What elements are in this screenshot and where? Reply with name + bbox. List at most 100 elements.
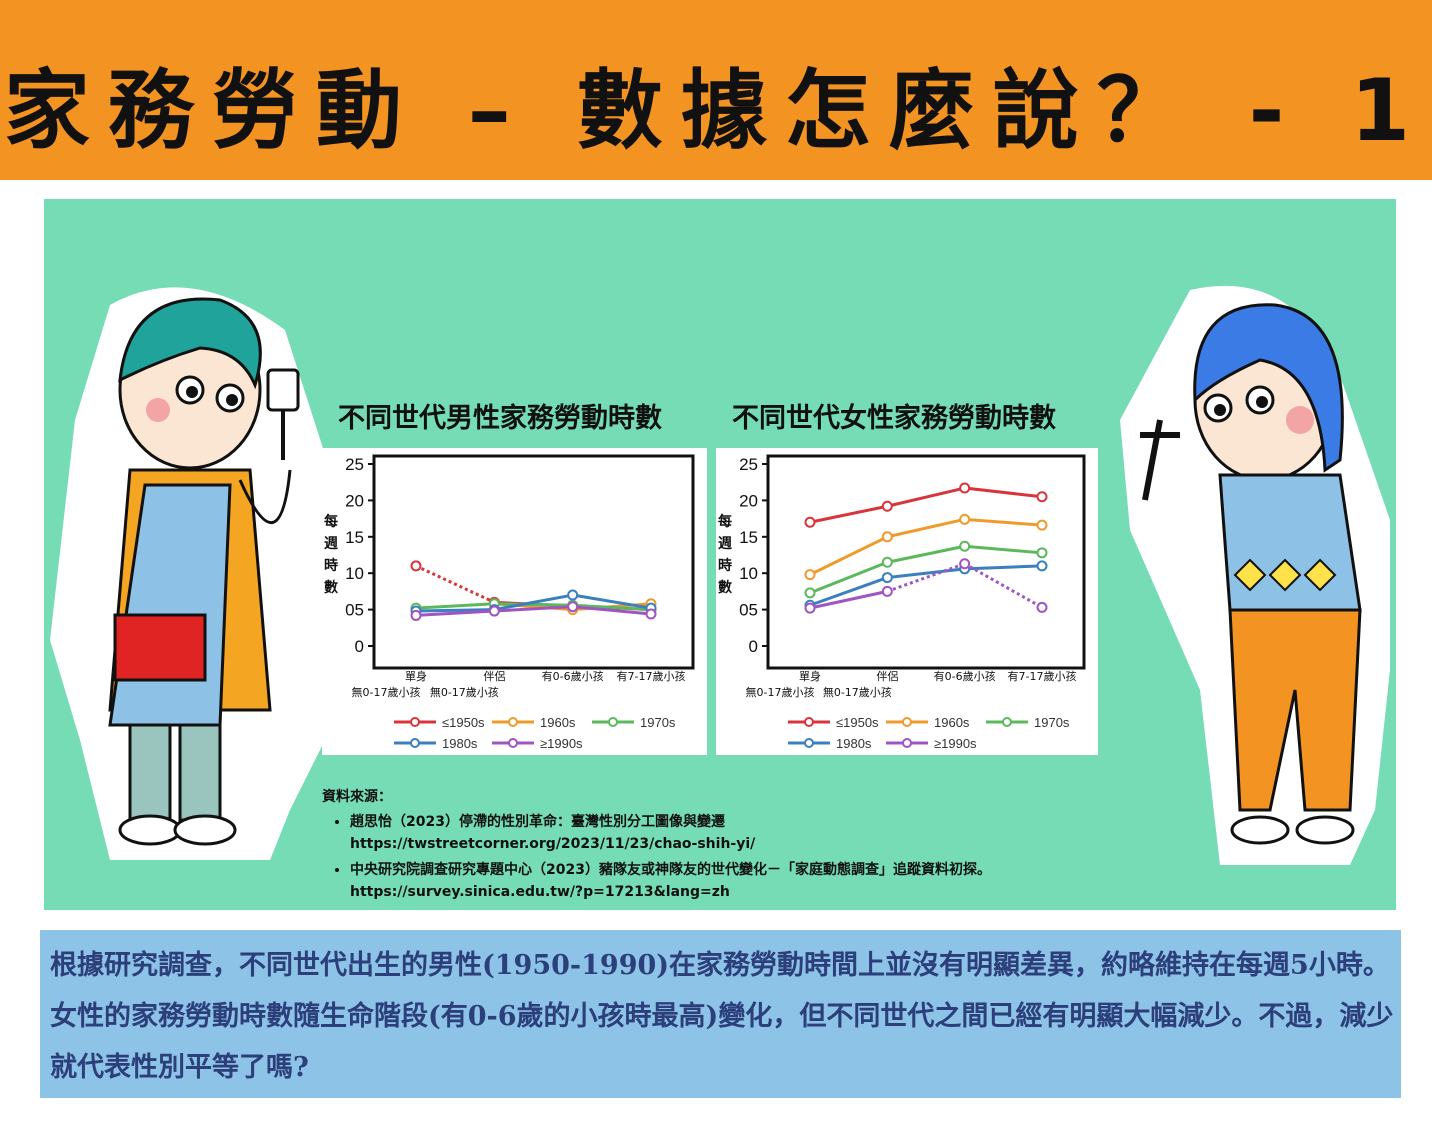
x-tick-label: 無0-17歲小孩 [746, 685, 815, 699]
legend-marker [410, 717, 420, 727]
legend-label: ≥1990s [934, 736, 977, 751]
series-line-segment [964, 486, 1043, 499]
series-line-segment [886, 562, 966, 593]
data-point [410, 609, 422, 621]
series-line-segment [809, 560, 888, 595]
legend-marker [902, 717, 912, 727]
series-line-segment [494, 602, 573, 607]
series-line-segment [415, 564, 495, 604]
x-tick-label: 有0-6歲小孩 [934, 669, 996, 683]
source-link[interactable]: https://survey.sinica.edu.tw/?p=17213&la… [350, 884, 730, 900]
data-point [1036, 547, 1048, 559]
series-line-segment [415, 609, 495, 617]
data-point [1036, 519, 1048, 531]
data-point [881, 572, 893, 584]
source-title: 趙思怡（2023）停滯的性別革命：臺灣性別分工圖像與變遷 [350, 814, 725, 830]
series-line-segment [415, 608, 495, 613]
series-line-segment [887, 517, 965, 539]
series-line-segment [572, 603, 652, 612]
y-axis-label: 時 [324, 557, 338, 574]
source-item: 中央研究院調查研究專題中心（2023）豬隊友或神隊友的世代變化－「家庭動態調查」… [350, 859, 1142, 903]
legend-marker [1002, 717, 1012, 727]
y-tick-label: 25 [739, 455, 758, 474]
y-axis-label: 數 [324, 579, 338, 596]
data-point [959, 558, 971, 570]
data-point [881, 500, 893, 512]
source-link[interactable]: https://twstreetcorner.org/2023/11/23/ch… [350, 836, 756, 852]
series-line-segment [494, 593, 573, 612]
data-point [959, 482, 971, 494]
series-line-segment [809, 589, 888, 610]
header-banner: 家務勞動 – 數據怎麼說？ - 1 [0, 0, 1432, 180]
data-point [645, 608, 657, 620]
data-point [804, 587, 816, 599]
data-point [804, 569, 816, 581]
data-point [1036, 491, 1048, 503]
series-line-segment [964, 517, 1043, 527]
data-point [567, 589, 579, 601]
data-point [1036, 601, 1048, 613]
series-line-segment [572, 605, 652, 616]
legend-marker [902, 738, 912, 748]
legend-marker [804, 738, 814, 748]
legend-label: 1970s [1034, 715, 1070, 730]
sources-section: 資料來源： 趙思怡（2023）停滯的性別革命：臺灣性別分工圖像與變遷 https… [322, 786, 1142, 907]
y-tick-label: 0 [355, 637, 364, 656]
series-line-segment [963, 562, 1043, 609]
x-tick-label: 單身 [799, 669, 821, 683]
series-line-segment [809, 504, 888, 524]
x-tick-label: 單身 [405, 669, 427, 683]
y-tick-label: 0 [749, 637, 758, 656]
x-tick-label: 無0-17歲小孩 [430, 685, 499, 699]
man-with-spatula-illustration [50, 287, 340, 860]
y-axis-label: 週 [718, 536, 732, 552]
series-line-segment [964, 564, 1043, 571]
x-tick-label: 有0-6歲小孩 [542, 669, 604, 683]
y-tick-label: 20 [345, 491, 364, 510]
series-line-segment [887, 567, 965, 580]
x-tick-label: 有7-17歲小孩 [617, 669, 686, 683]
male-chart-title: 不同世代男性家務勞動時數 [338, 403, 662, 434]
summary-box: 根據研究調查，不同世代出生的男性(1950-1990)在家務勞動時間上並沒有明顯… [40, 930, 1401, 1098]
data-point [881, 556, 893, 568]
legend-label: 1960s [934, 715, 970, 730]
x-tick-label: 有7-17歲小孩 [1008, 669, 1077, 683]
x-tick-label: 無0-17歲小孩 [352, 685, 421, 699]
legend-label: 1970s [640, 715, 676, 730]
y-axis-label: 時 [718, 557, 732, 574]
plot-frame [766, 454, 1086, 670]
female-chart: 25 20 15 10 05 0 每週時數單身 無0-17歲小孩 伴侶 無0-17歲小孩 有0-6歲… [716, 448, 1098, 755]
data-point [881, 531, 893, 543]
legend-label: 1960s [540, 715, 576, 730]
summary-text: 根據研究調查，不同世代出生的男性(1950-1990)在家務勞動時間上並沒有明顯… [50, 950, 1394, 1083]
y-axis-label: 週 [324, 536, 338, 552]
y-axis-label: 每 [324, 513, 338, 530]
series-line-segment [886, 486, 966, 508]
series-line-segment [809, 535, 888, 577]
x-tick-label: 伴侶 [483, 669, 505, 683]
source-item: 趙思怡（2023）停滯的性別革命：臺灣性別分工圖像與變遷 https://tws… [350, 811, 1142, 855]
sources-list: 趙思怡（2023）停滯的性別革命：臺灣性別分工圖像與變遷 https://tws… [322, 811, 1142, 903]
legend-label: ≤1950s [836, 715, 879, 730]
data-point [959, 540, 971, 552]
legend-marker [410, 738, 420, 748]
x-tick-label: 無0-17歲小孩 [823, 685, 892, 699]
data-point [488, 605, 500, 617]
series-line-segment [809, 576, 888, 607]
y-tick-label: 10 [345, 564, 364, 583]
series-line-segment [887, 544, 965, 564]
legend-label: ≤1950s [442, 715, 485, 730]
x-tick-label: 伴侶 [876, 669, 898, 683]
female-chart-title: 不同世代女性家務勞動時數 [732, 403, 1056, 434]
plot-frame [372, 454, 695, 670]
sources-label: 資料來源： [322, 789, 392, 805]
legend-label: 1980s [442, 736, 478, 751]
series-line-segment [964, 544, 1043, 555]
legend-label: ≥1990s [540, 736, 583, 751]
data-point [959, 513, 971, 525]
y-axis-label: 數 [718, 579, 732, 596]
y-tick-label: 15 [739, 528, 758, 547]
legend-marker [804, 717, 814, 727]
